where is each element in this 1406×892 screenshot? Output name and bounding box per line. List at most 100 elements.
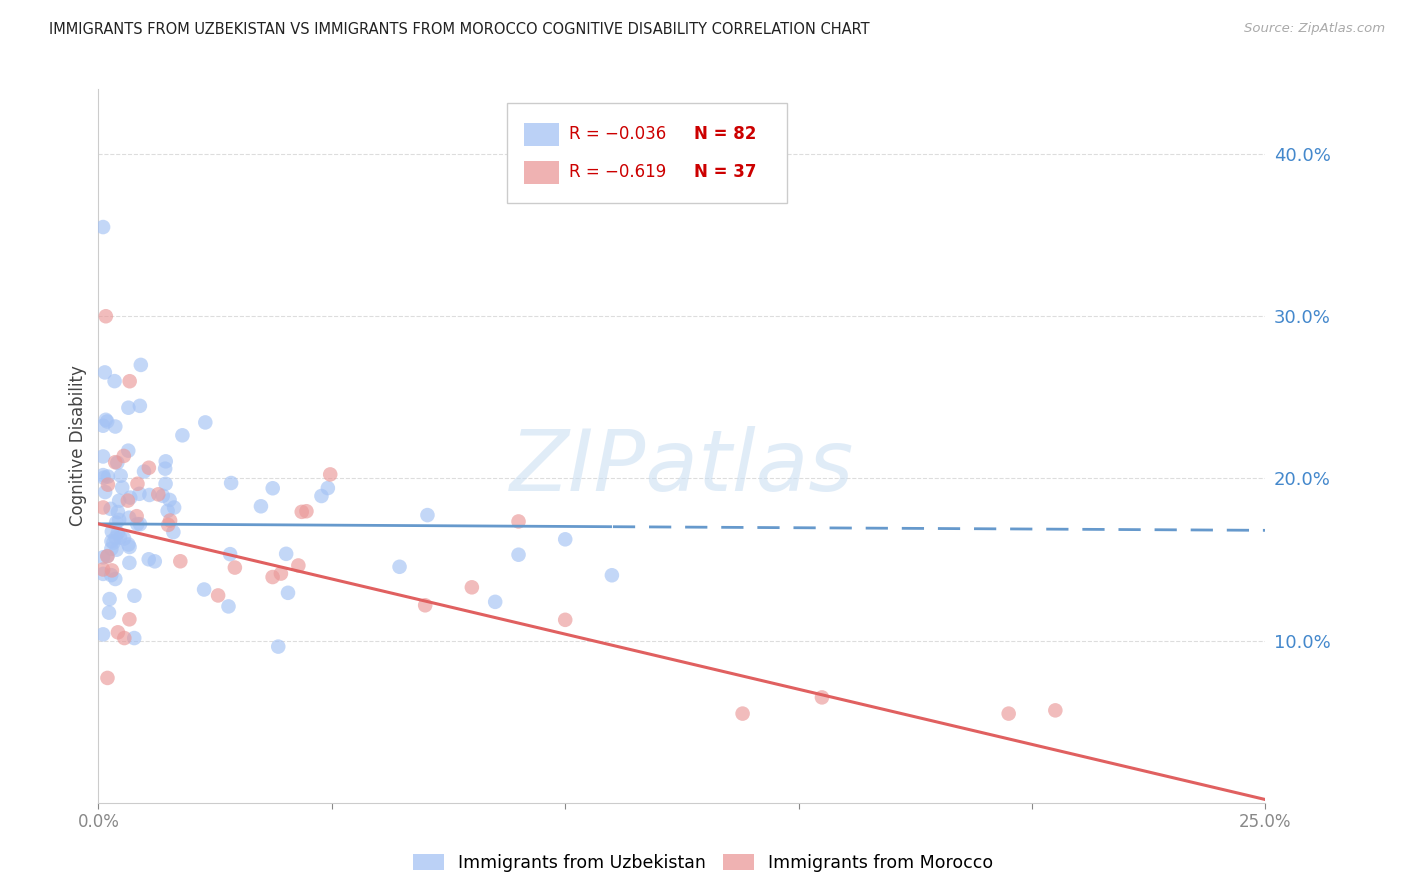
Point (148, 487, 170, 501)
Point (104, 572, 127, 586)
Point (107, 505, 129, 519)
Point (128, 487, 150, 501)
Point (416, 508, 439, 522)
FancyBboxPatch shape (508, 103, 787, 203)
Point (554, 613, 576, 627)
Point (128, 399, 150, 413)
Point (143, 554, 166, 568)
Point (97, 477, 120, 491)
Point (94, 365, 117, 379)
Point (250, 500, 273, 514)
Point (153, 461, 176, 475)
Point (94, 413, 117, 427)
Point (118, 612, 141, 626)
Point (117, 401, 139, 415)
Point (105, 542, 128, 557)
Text: R = −0.036: R = −0.036 (568, 125, 666, 143)
Point (224, 560, 246, 574)
Point (152, 489, 174, 503)
Point (94, 485, 117, 500)
Point (96, 549, 118, 563)
Point (118, 374, 141, 388)
Point (262, 481, 284, 495)
Point (120, 491, 142, 505)
Point (731, 706, 754, 721)
Point (96, 671, 118, 685)
Point (129, 358, 152, 372)
Point (98, 606, 121, 620)
Point (997, 706, 1019, 721)
Point (117, 493, 139, 508)
Point (112, 532, 135, 546)
Point (105, 456, 128, 470)
Point (218, 599, 240, 614)
Point (172, 428, 194, 442)
Point (127, 517, 149, 532)
Point (388, 559, 411, 574)
Point (118, 556, 141, 570)
Point (107, 625, 129, 640)
Point (219, 475, 242, 490)
Point (461, 580, 484, 594)
Point (194, 416, 217, 430)
Point (112, 631, 135, 645)
Point (291, 505, 314, 519)
Point (108, 531, 131, 545)
Point (96, 549, 118, 564)
Point (97, 469, 120, 483)
Point (100, 541, 122, 556)
Point (267, 640, 290, 654)
Text: Source: ZipAtlas.com: Source: ZipAtlas.com (1244, 22, 1385, 36)
Point (155, 476, 177, 491)
Point (132, 465, 155, 479)
Point (127, 476, 149, 491)
Point (311, 489, 333, 503)
Point (91, 566, 114, 581)
Point (138, 460, 160, 475)
Legend: Immigrants from Uzbekistan, Immigrants from Morocco: Immigrants from Uzbekistan, Immigrants f… (406, 847, 1000, 879)
Point (125, 509, 148, 524)
Point (117, 443, 139, 458)
Point (91, 550, 114, 565)
Point (118, 510, 141, 524)
Point (91, 220, 114, 235)
Point (110, 468, 132, 483)
Point (138, 488, 160, 502)
Point (103, 374, 125, 388)
Point (270, 566, 292, 581)
Point (508, 515, 530, 529)
Point (91, 468, 114, 483)
Point (554, 533, 576, 547)
Point (169, 554, 191, 568)
Point (287, 558, 309, 573)
Point (159, 492, 181, 507)
Point (811, 690, 834, 705)
Point (107, 525, 129, 540)
Point (129, 517, 152, 532)
Text: IMMIGRANTS FROM UZBEKISTAN VS IMMIGRANTS FROM MOROCCO COGNITIVE DISABILITY CORRE: IMMIGRANTS FROM UZBEKISTAN VS IMMIGRANTS… (49, 22, 870, 37)
Point (276, 547, 298, 561)
Point (413, 599, 436, 613)
Point (108, 493, 131, 508)
FancyBboxPatch shape (524, 161, 560, 184)
Point (104, 531, 127, 545)
Point (91, 627, 114, 641)
Point (108, 513, 131, 527)
Point (100, 534, 122, 549)
Point (105, 516, 128, 530)
Point (103, 535, 125, 549)
Point (277, 586, 299, 600)
Text: N = 82: N = 82 (693, 125, 756, 143)
Point (100, 501, 122, 516)
Point (138, 552, 160, 566)
Point (91, 500, 114, 515)
Point (155, 454, 177, 468)
Point (117, 537, 139, 551)
Point (207, 589, 229, 603)
Point (508, 548, 530, 562)
Point (124, 589, 146, 603)
Point (600, 568, 623, 582)
Point (1045, 703, 1067, 717)
Point (193, 582, 215, 597)
Point (111, 481, 134, 495)
